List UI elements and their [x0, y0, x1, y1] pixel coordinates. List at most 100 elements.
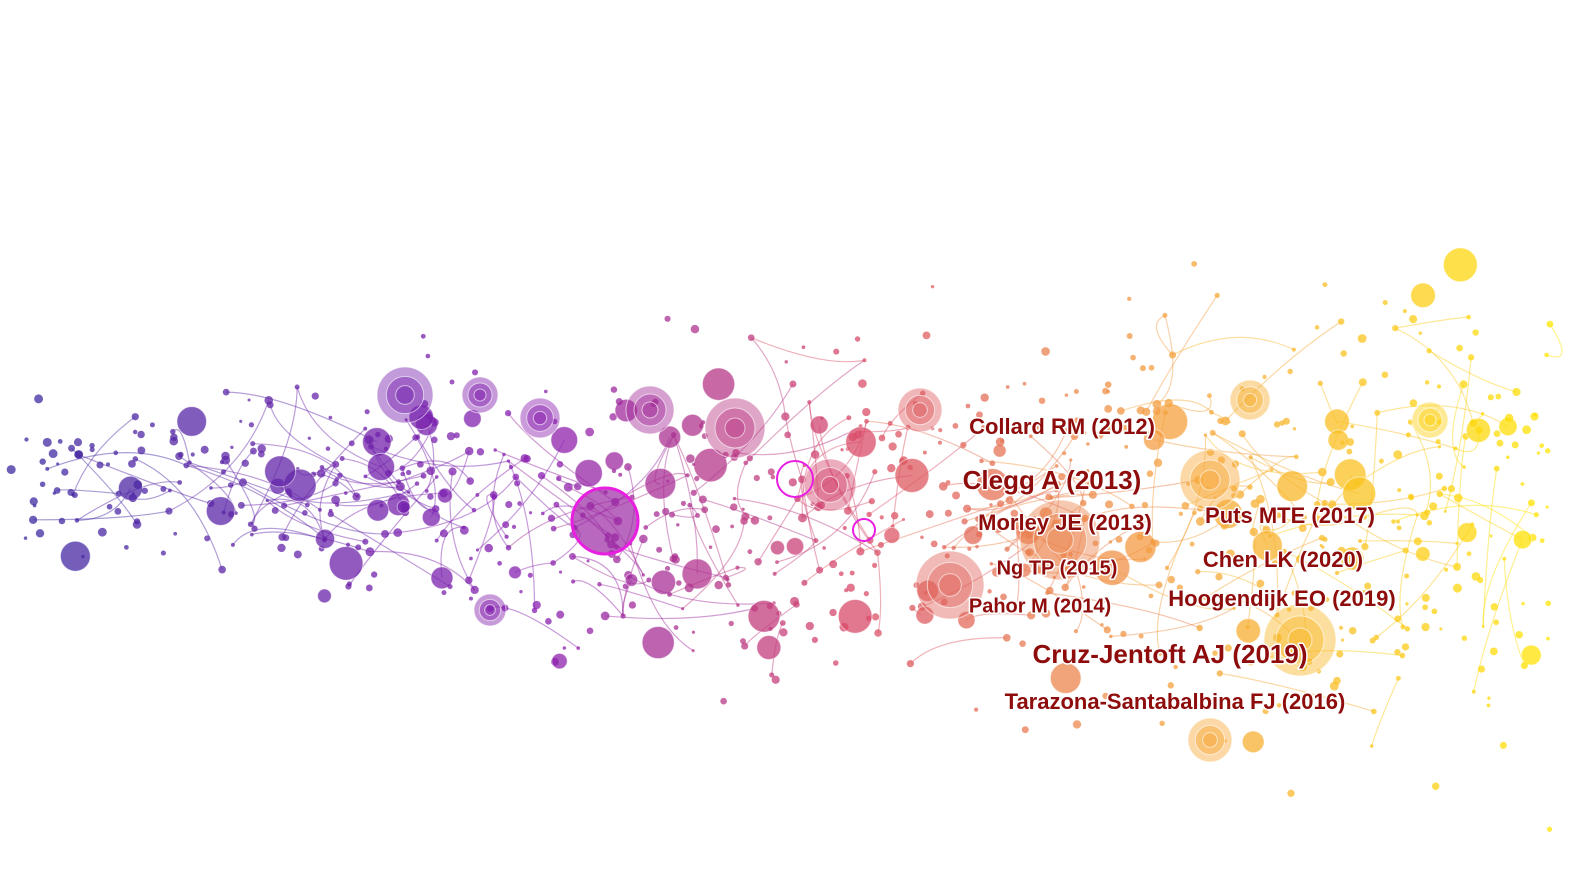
node	[339, 456, 345, 462]
node	[74, 518, 80, 523]
node-label: Hoogendijk EO (2019)	[1168, 586, 1395, 611]
node	[1295, 506, 1301, 512]
node	[459, 525, 469, 535]
edge	[1250, 650, 1403, 663]
node	[698, 495, 707, 504]
node	[1049, 662, 1082, 694]
node	[168, 488, 172, 493]
node	[282, 534, 290, 542]
node	[1453, 493, 1463, 503]
node	[941, 545, 947, 550]
node	[1116, 407, 1125, 415]
node	[720, 697, 727, 705]
node	[741, 512, 750, 521]
node	[810, 450, 820, 459]
hub-node	[473, 593, 507, 627]
node	[511, 524, 517, 529]
node	[421, 507, 441, 527]
node	[992, 568, 1001, 577]
node	[1405, 602, 1409, 606]
node	[923, 590, 928, 595]
node	[441, 590, 447, 596]
hub-node	[714, 407, 756, 449]
edge	[1111, 567, 1235, 611]
node	[676, 580, 682, 586]
node	[864, 418, 869, 424]
node	[363, 474, 368, 479]
node	[247, 398, 251, 402]
node	[29, 497, 38, 506]
node	[922, 450, 927, 455]
node	[169, 436, 179, 446]
hub-node	[897, 387, 943, 433]
node	[6, 465, 16, 475]
node	[404, 418, 408, 422]
node	[1539, 538, 1545, 544]
node	[1275, 512, 1282, 519]
node	[874, 629, 882, 637]
node	[502, 521, 510, 529]
node	[1340, 546, 1365, 571]
node	[1262, 708, 1269, 715]
node	[1455, 541, 1459, 545]
node	[425, 353, 431, 359]
node	[1400, 624, 1406, 630]
edge	[266, 500, 366, 543]
edge	[1153, 439, 1297, 458]
node	[940, 598, 948, 606]
node	[1130, 354, 1136, 361]
node	[653, 511, 660, 518]
node	[878, 434, 886, 442]
node	[463, 409, 482, 428]
node	[1247, 658, 1255, 666]
hub-node	[1236, 386, 1264, 414]
node	[1164, 398, 1173, 408]
node	[1000, 438, 1005, 443]
node	[241, 459, 249, 467]
edge	[1227, 594, 1310, 663]
node	[1471, 572, 1481, 581]
node	[1315, 515, 1323, 523]
node	[219, 459, 225, 465]
node	[569, 552, 576, 560]
node	[871, 613, 880, 621]
node	[872, 562, 878, 568]
node	[1209, 409, 1214, 415]
node	[1522, 425, 1531, 435]
node	[249, 447, 257, 455]
node	[1439, 627, 1443, 631]
node	[1334, 570, 1340, 576]
burst-node	[852, 518, 876, 542]
hub-node	[1411, 401, 1449, 439]
node	[1435, 472, 1443, 480]
node	[328, 508, 333, 513]
node	[753, 474, 760, 482]
node	[686, 454, 695, 463]
hub-node	[519, 397, 561, 439]
node	[1195, 568, 1201, 575]
node	[1421, 622, 1430, 632]
hub-node	[1046, 526, 1074, 554]
node	[160, 486, 167, 492]
node	[618, 472, 623, 477]
node	[585, 427, 595, 437]
burst-node	[776, 460, 814, 498]
edge	[1503, 558, 1525, 666]
node	[784, 360, 788, 364]
node	[432, 505, 440, 513]
node	[396, 499, 411, 514]
node	[59, 540, 91, 572]
node	[1340, 350, 1347, 357]
node	[1092, 540, 1099, 547]
node	[325, 446, 331, 451]
node	[1247, 484, 1253, 490]
node	[769, 540, 785, 556]
node	[540, 511, 545, 516]
edge	[492, 454, 509, 549]
edge	[599, 583, 683, 610]
node	[862, 407, 871, 417]
node	[1051, 519, 1060, 528]
node	[1373, 634, 1380, 641]
edge	[1241, 433, 1326, 504]
